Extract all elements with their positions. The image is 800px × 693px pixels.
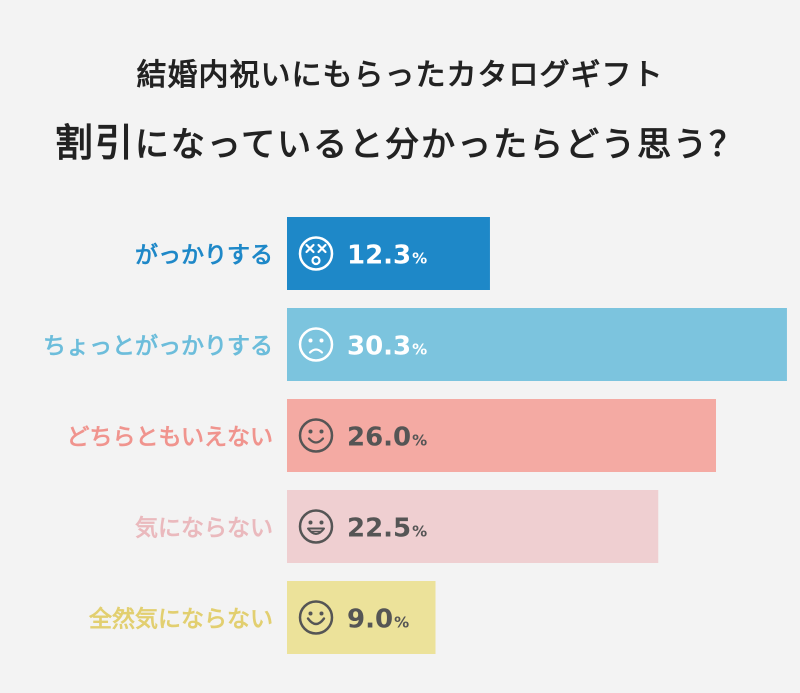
value-unit: % bbox=[394, 614, 409, 632]
chart-title-emphasis: 割引 bbox=[54, 121, 135, 165]
value-label-1: 12.3% bbox=[347, 241, 427, 271]
bar-3 bbox=[287, 399, 716, 472]
value-unit: % bbox=[412, 341, 427, 359]
grinning-face-icon bbox=[298, 509, 334, 544]
frowning-face-icon bbox=[298, 327, 334, 362]
category-label-3: どちらともいえない bbox=[66, 425, 273, 451]
dizzy-face-icon bbox=[298, 236, 334, 271]
bar-1 bbox=[287, 217, 490, 290]
category-label-5: 全然気にならない bbox=[88, 606, 273, 633]
value-unit: % bbox=[412, 523, 427, 541]
bar-5 bbox=[287, 581, 436, 654]
value-label-2: 30.3% bbox=[347, 332, 427, 362]
chart-title-line-2: 割引になっていると分かったらどう思う？ bbox=[0, 112, 800, 167]
category-label-1: がっかりする bbox=[135, 242, 273, 269]
bar-2 bbox=[287, 308, 787, 381]
category-label-4: 気にならない bbox=[135, 515, 273, 542]
category-label-2: ちょっとがっかりする bbox=[43, 333, 273, 360]
value-unit: % bbox=[412, 432, 427, 450]
smiling-face-icon bbox=[298, 418, 334, 453]
value-unit: % bbox=[412, 250, 427, 268]
chart-title-rest: になっていると分かったらどう思う？ bbox=[134, 125, 746, 165]
happy-face-icon bbox=[298, 600, 334, 635]
bar-4 bbox=[287, 490, 659, 563]
chart-title-line-1: 結婚内祝いにもらったカタログギフト bbox=[136, 58, 664, 93]
